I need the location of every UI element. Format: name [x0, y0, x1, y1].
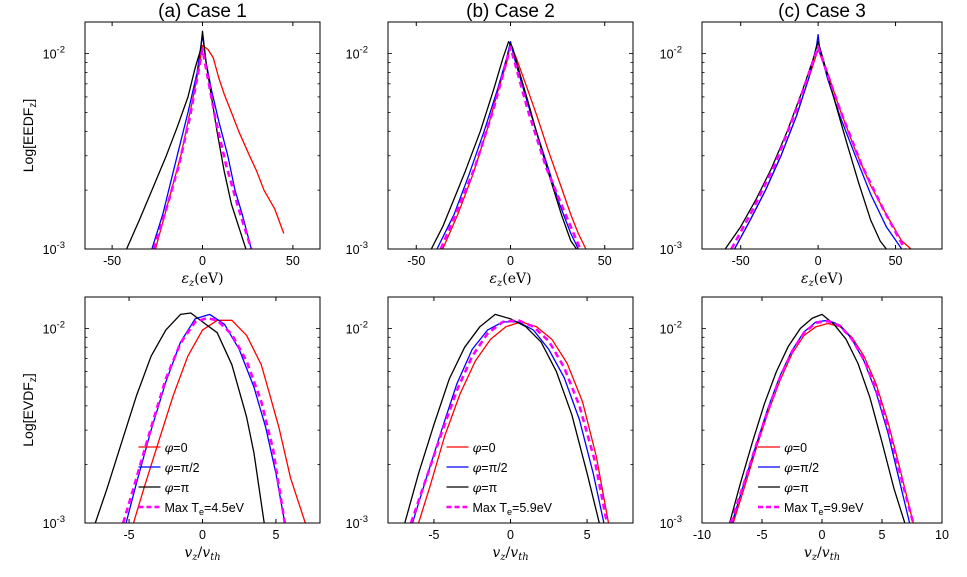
panel-title: (a) Case 1 [158, 1, 247, 22]
x-tick-label: -50 [407, 254, 425, 268]
series-line [132, 319, 306, 523]
legend-label: φ=π/2 [165, 460, 200, 475]
series-line [730, 45, 906, 249]
y-tick-label: 10-2 [43, 45, 65, 62]
x-tick-label: 50 [889, 254, 903, 268]
x-tick-label: -50 [103, 254, 121, 268]
series-group [430, 41, 587, 249]
y-tick-label: 10-3 [43, 240, 65, 257]
x-tick-label: 5 [272, 528, 279, 542]
x-tick-label: 0 [819, 528, 826, 542]
panel-p-c-top: -50 0 50 10-3 10-2 εz(eV) (c) Case 3 [660, 1, 943, 289]
y-tick-label: 10-3 [346, 514, 368, 531]
series-line [152, 48, 253, 249]
y-tick-label: 10-2 [660, 319, 682, 336]
series-line [126, 30, 247, 249]
legend: φ=0 φ=π/2 φ=π Max Te=9.9eV [758, 440, 864, 517]
legend-label: φ=π/2 [784, 460, 819, 475]
x-tick-label: 10 [935, 528, 949, 542]
legend-label: Max Te=4.5eV [165, 501, 245, 517]
legend-label: φ=π [473, 480, 498, 495]
series-line [436, 41, 579, 249]
x-axis-label: εz(eV) [801, 271, 843, 289]
series-group [404, 313, 610, 523]
series-line [417, 321, 610, 523]
y-tick-label: 10-2 [43, 319, 65, 336]
x-tick-label: 0 [815, 254, 822, 268]
axes-box [387, 21, 634, 250]
x-tick-label: 0 [507, 254, 514, 268]
axes-box [701, 21, 943, 250]
legend-label: φ=π/2 [473, 460, 508, 475]
series-group [94, 312, 306, 523]
series-line [439, 45, 582, 249]
series-group [126, 30, 285, 249]
x-tick-label: 50 [286, 254, 300, 268]
x-tick-label: -5 [756, 528, 767, 542]
series-line [733, 33, 903, 249]
series-line [151, 33, 252, 249]
x-axis-label: vz/vth [492, 545, 528, 563]
panel-p-c-bot: -10 -5 0 5 10 10-3 10-2 vz/vth φ=0 φ=π/2 φ=π Max Te… [660, 296, 949, 563]
series-line [121, 316, 287, 523]
series-line [729, 319, 915, 523]
x-tick-label: -5 [428, 528, 439, 542]
legend: φ=0 φ=π/2 φ=π Max Te=4.5eV [138, 440, 245, 517]
axes-box [701, 296, 943, 524]
legend-label: Max Te=5.9eV [473, 501, 553, 517]
panel-title: (c) Case 3 [778, 1, 866, 22]
panel-p-a-bot: -5 0 5 10-3 10-2 vz/vth Log[EVDFz] φ=0 φ=π/2 φ=π M… [20, 296, 321, 563]
y-tick-label: 10-3 [43, 514, 65, 531]
panel-p-b-top: -50 0 50 10-3 10-2 εz(eV) (b) Case 2 [346, 1, 634, 289]
series-line [733, 48, 912, 249]
series-line [411, 321, 605, 523]
legend: φ=0 φ=π/2 φ=π Max Te=5.9eV [446, 440, 553, 517]
y-tick-label: 10-2 [346, 45, 368, 62]
x-axis-label: εz(eV) [181, 271, 223, 289]
series-line [94, 312, 265, 523]
x-axis-label: εz(eV) [489, 271, 531, 289]
series-line [404, 313, 600, 523]
series-line [430, 41, 578, 249]
panel-p-a-top: -50 0 50 10-3 10-2 εz(eV) Log[EEDFz] (a) Case 1 [20, 1, 321, 289]
x-tick-label: 5 [879, 528, 886, 542]
y-tick-label: 10-3 [660, 240, 682, 257]
y-tick-label: 10-3 [660, 514, 682, 531]
x-tick-label: -5 [124, 528, 135, 542]
y-axis-label: Log[EEDFz] [20, 99, 39, 172]
legend-label: φ=π [165, 480, 190, 495]
series-line [728, 313, 906, 523]
y-tick-label: 10-3 [346, 240, 368, 257]
y-tick-label: 10-2 [660, 45, 682, 62]
series-line [125, 313, 286, 523]
series-group [724, 33, 912, 249]
x-axis-label: vz/vth [804, 545, 840, 563]
x-tick-label: 0 [199, 254, 206, 268]
y-tick-label: 10-2 [346, 319, 368, 336]
series-group [728, 313, 915, 523]
series-line [409, 318, 609, 523]
y-axis-label: Log[EVDFz] [20, 373, 39, 446]
legend-label: φ=0 [784, 440, 807, 455]
x-tick-label: 0 [507, 528, 514, 542]
legend-label: φ=0 [473, 440, 496, 455]
x-axis-label: vz/vth [184, 545, 220, 563]
x-tick-label: 5 [584, 528, 591, 542]
x-tick-label: 0 [199, 528, 206, 542]
series-line [732, 322, 914, 523]
series-line [442, 43, 587, 249]
panel-p-b-bot: -5 0 5 10-3 10-2 vz/vth φ=0 φ=π/2 φ=π Max Te=5.9e… [346, 296, 634, 563]
series-line [724, 41, 887, 249]
legend-label: Max Te=9.9eV [784, 501, 864, 517]
legend-label: φ=0 [165, 440, 188, 455]
x-tick-label: -50 [732, 254, 750, 268]
x-tick-label: -10 [693, 528, 711, 542]
legend-label: φ=π [784, 480, 809, 495]
x-tick-label: 50 [598, 254, 612, 268]
panel-title: (b) Case 2 [466, 1, 555, 22]
